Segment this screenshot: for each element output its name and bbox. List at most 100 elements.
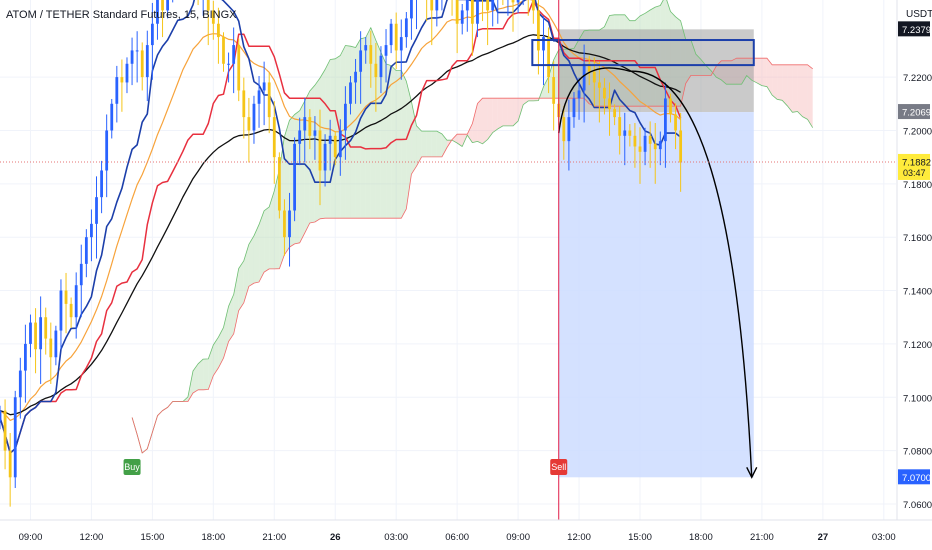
cloud-segment [802, 64, 808, 120]
candle-body [354, 71, 357, 83]
time-tick-label: 03:00 [872, 532, 896, 543]
candle-body [313, 130, 317, 136]
candle-body [567, 117, 571, 142]
cloud-segment [421, 131, 427, 157]
candle-body [349, 82, 352, 104]
candle-body [18, 370, 22, 398]
candle-body [516, 0, 520, 3]
cloud-segment [248, 235, 254, 287]
time-tick-label: 21:00 [750, 532, 774, 543]
candle-body [470, 0, 474, 24]
senkou-span-b [131, 57, 813, 454]
candle-body [79, 263, 83, 286]
sell-label: Sell [551, 462, 566, 472]
cloud-segment [761, 58, 767, 87]
cloud-segment [472, 103, 478, 143]
cloud-segment [518, 98, 524, 122]
cloud-segment [411, 101, 417, 175]
price-label-box [898, 153, 930, 180]
candle-body [115, 77, 119, 104]
candle-body [39, 317, 43, 350]
candle-body [476, 0, 479, 24]
time-tick-label: 21:00 [262, 532, 286, 543]
candle-body [623, 130, 627, 136]
candle-body [74, 285, 78, 318]
candles [0, 0, 683, 507]
time-tick-label: 09:00 [506, 532, 530, 543]
cloud-segment [797, 64, 803, 117]
cloud-segment [426, 131, 432, 157]
cloud-segment [436, 131, 442, 157]
cloud-segment [396, 70, 402, 219]
candle-body [679, 130, 683, 163]
candle-body [262, 82, 266, 91]
drawn-rectangle [531, 39, 755, 67]
candle-body [13, 397, 17, 478]
candle-body [242, 90, 246, 118]
cloud-segment [533, 98, 539, 101]
candle-body [110, 103, 114, 131]
cloud-segment [198, 359, 204, 390]
price-label-box [898, 104, 930, 120]
cloud-segment [406, 81, 412, 209]
cloud-segment [441, 133, 447, 157]
cloud-segment [335, 55, 341, 219]
cloud-segment [380, 52, 387, 219]
candle-body [511, 0, 515, 3]
candle-body [613, 109, 616, 118]
cloud-segment [477, 98, 483, 144]
candle-body [44, 317, 48, 339]
price-tick-label: 7.0800 [903, 447, 932, 458]
cloud-segment [777, 64, 783, 101]
candle-body [323, 143, 327, 171]
candle-body [125, 63, 129, 83]
chart-title: ATOM / TETHER Standard Futures, 15, BING… [6, 9, 237, 21]
candle-body [674, 114, 677, 131]
candle-body [394, 23, 398, 51]
cloud-segment [492, 98, 498, 133]
candle-body [562, 117, 566, 142]
candle-body [608, 98, 611, 110]
cloud-segment [482, 98, 488, 144]
candle-body [227, 63, 230, 65]
time-tick-label: 09:00 [19, 532, 43, 543]
candle-body [379, 55, 383, 78]
time-tick-label: 15:00 [628, 532, 652, 543]
candle-body [105, 130, 109, 171]
cloud-segment [772, 64, 778, 100]
cloud-segment [365, 27, 371, 219]
candle-body [247, 117, 251, 131]
candle-body [222, 37, 225, 64]
cloud-segment [325, 59, 331, 219]
cloud-segment [314, 78, 320, 222]
price-tick-label: 7.2200 [903, 73, 932, 84]
candle-body [582, 63, 586, 91]
candle-body [435, 0, 439, 11]
time-axis[interactable]: 09:00 12:00 15:00 18:00 21:00 26 03:00 06:00 09:… [0, 519, 932, 543]
cloud-segment [401, 70, 407, 219]
cloud-segment [487, 98, 493, 140]
price-axis[interactable]: 7.0600 7.0800 7.1000 7.1200 7.1400 7.1600 7.18… [896, 0, 932, 520]
candle-body [552, 77, 556, 104]
cloud-segment [309, 85, 315, 224]
candle-body [252, 103, 256, 131]
candle-body [318, 130, 322, 171]
candle-body [344, 103, 347, 131]
candle-body [303, 117, 307, 131]
currency-unit[interactable]: USDT [906, 9, 932, 20]
candle-body [308, 117, 312, 136]
cloud-segment [259, 210, 265, 283]
candle-body [3, 410, 7, 451]
cloud-segment [766, 58, 773, 96]
candle-body [465, 0, 469, 11]
candle-body [643, 135, 647, 152]
candle-body [633, 135, 637, 147]
cloud-segment [386, 63, 392, 219]
cloud-segment [355, 38, 361, 219]
cloud-segment [502, 98, 508, 126]
candle-body [460, 10, 464, 24]
cloud-segment [360, 37, 366, 219]
candle-body [577, 90, 581, 99]
candle-body [298, 130, 302, 144]
